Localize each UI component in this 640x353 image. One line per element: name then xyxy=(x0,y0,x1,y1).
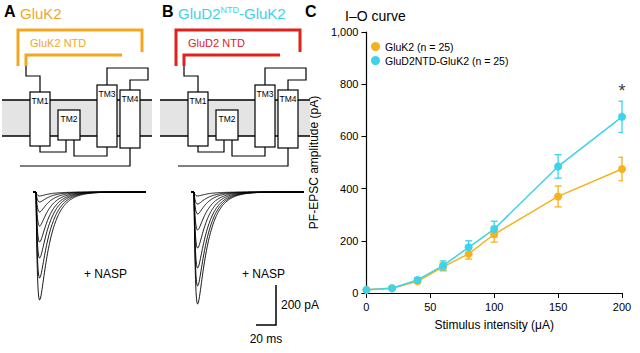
svg-text:TM4: TM4 xyxy=(280,94,297,104)
svg-text:PF-EPSC amplitude (pA): PF-EPSC amplitude (pA) xyxy=(307,96,321,229)
svg-text:150: 150 xyxy=(549,301,567,313)
svg-text:TM3: TM3 xyxy=(257,89,274,99)
svg-text:100: 100 xyxy=(485,301,503,313)
svg-text:20 ms: 20 ms xyxy=(250,332,283,346)
svg-text:1,000: 1,000 xyxy=(331,26,359,38)
svg-text:200 pA: 200 pA xyxy=(281,298,319,312)
svg-text:200: 200 xyxy=(613,301,631,313)
svg-text:50: 50 xyxy=(424,301,436,313)
svg-text:TM2: TM2 xyxy=(61,114,78,124)
svg-text:B: B xyxy=(162,3,174,20)
svg-text:Stimulus intensity (μA): Stimulus intensity (μA) xyxy=(434,318,554,332)
svg-text:A: A xyxy=(4,3,16,20)
svg-text:TM1: TM1 xyxy=(32,96,49,106)
svg-text:+ NASP: + NASP xyxy=(242,267,285,281)
svg-text:0: 0 xyxy=(352,287,358,299)
svg-text:+ NASP: + NASP xyxy=(84,267,127,281)
svg-text:TM4: TM4 xyxy=(122,94,139,104)
svg-text:0: 0 xyxy=(363,301,369,313)
svg-text:TM3: TM3 xyxy=(99,89,116,99)
svg-text:TM2: TM2 xyxy=(219,114,236,124)
svg-text:200: 200 xyxy=(340,235,358,247)
svg-text:GluK2: GluK2 xyxy=(20,5,62,22)
svg-text:400: 400 xyxy=(340,183,358,195)
svg-text:C: C xyxy=(305,3,317,20)
svg-text:GluK2 (n = 25): GluK2 (n = 25) xyxy=(385,41,454,53)
svg-text:GluD2NTD-GluK2 (n = 25): GluD2NTD-GluK2 (n = 25) xyxy=(385,55,508,67)
svg-text:800: 800 xyxy=(340,78,358,90)
svg-text:*: * xyxy=(618,81,625,101)
svg-text:GluD2NTD-GluK2: GluD2NTD-GluK2 xyxy=(178,5,286,22)
svg-text:TM1: TM1 xyxy=(190,96,207,106)
svg-text:600: 600 xyxy=(340,130,358,142)
svg-text:I–O curve: I–O curve xyxy=(345,8,406,24)
svg-text:GluD2 NTD: GluD2 NTD xyxy=(188,37,245,49)
svg-text:GluK2 NTD: GluK2 NTD xyxy=(30,37,86,49)
